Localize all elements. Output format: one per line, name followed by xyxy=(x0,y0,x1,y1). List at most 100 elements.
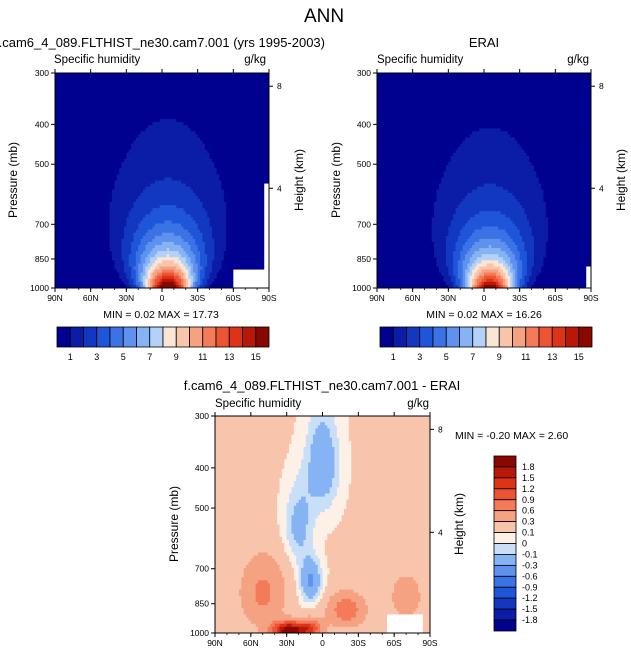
panel-obs-plot-cell xyxy=(524,211,547,215)
panel-model-y2label: Height (km) xyxy=(292,149,306,211)
panel-obs-plot-cell xyxy=(377,140,463,145)
panel-diff-plot-cell xyxy=(291,530,307,535)
panel-model-plot-cell xyxy=(183,263,189,267)
panel-model-plot-cell xyxy=(140,192,196,197)
colorbar-model-box xyxy=(69,326,84,348)
panel-obs-plot-cell xyxy=(377,229,433,234)
panel-obs-plot-cell xyxy=(510,235,523,240)
panel-diff-plot-cell xyxy=(215,484,280,488)
colorbar-obs-box xyxy=(538,326,553,348)
panel-obs-plot-cell xyxy=(474,266,480,270)
colorbar-diff-box xyxy=(493,564,517,577)
panel-model-plot-cell xyxy=(264,229,270,234)
panel-obs-plot-cell xyxy=(481,260,499,264)
panel-diff-plot-cell xyxy=(322,595,331,600)
panel-model-plot-cell xyxy=(140,238,153,243)
panel-obs-plot-cell xyxy=(533,245,547,249)
panel-diff-plot-cell xyxy=(215,549,285,553)
panel-model-plot-cell xyxy=(226,214,265,218)
panel-model-plot-cell xyxy=(164,177,172,181)
panel-diff-plot-cell xyxy=(339,465,352,470)
panel-diff-plot-cell xyxy=(274,558,290,563)
panel-model-plot-cell xyxy=(264,241,270,246)
panel-model-plot-ytick-label: 300 xyxy=(35,68,49,78)
panel-obs-plot-cell xyxy=(507,245,518,249)
panel-obs-plot-xtick-label: 60N xyxy=(405,293,421,303)
panel-diff-plot-cell xyxy=(243,571,283,575)
panel-model-plot-cell xyxy=(55,155,127,160)
panel-diff-plot-cell xyxy=(303,558,314,563)
panel-model-plot-cell xyxy=(121,241,132,246)
panel-diff-plot-cell xyxy=(243,608,283,612)
panel-diff-plot-cell xyxy=(418,589,431,594)
panel-obs-plot-cell xyxy=(453,263,459,267)
panel-model-plot-cell xyxy=(55,205,111,209)
panel-obs-plot-cell xyxy=(462,260,471,264)
panel-diff-plot-cell xyxy=(296,589,302,594)
panel-model-plot-cell xyxy=(209,275,218,280)
panel-diff-plot-cell xyxy=(215,614,247,618)
panel-diff-plot-cell xyxy=(310,623,316,628)
panel-obs-plot-cell xyxy=(514,269,518,274)
panel-diff-plot-cell xyxy=(355,611,369,615)
panel-model-plot-cell xyxy=(55,174,118,178)
panel-diff-plot-cell xyxy=(279,629,283,634)
panel-model-plot-cell xyxy=(264,238,270,243)
panel-diff-plot-cell xyxy=(289,493,311,497)
panel-diff-plot-cell xyxy=(398,611,414,615)
panel-diff-plot-cell xyxy=(348,428,431,432)
panel-model-plot-cell xyxy=(264,205,270,209)
panel-model-plot-cell xyxy=(183,122,270,126)
panel-diff-plot-cell xyxy=(215,605,242,609)
panel-diff-plot-cell xyxy=(305,440,314,445)
panel-model-plot-cell xyxy=(55,186,115,191)
panel-diff-plot-cell xyxy=(243,611,285,615)
panel-diff-plot-cell xyxy=(281,471,300,476)
panel-diff-plot-cell xyxy=(348,490,431,494)
panel-model-plot-cell xyxy=(150,275,153,280)
panel-obs-plot-cell xyxy=(377,266,440,270)
panel-diff-plot-cell xyxy=(317,564,321,569)
panel-model-plot-cell xyxy=(133,232,146,237)
panel-obs-plot-cell xyxy=(495,272,502,277)
panel-diff-plot-cell xyxy=(351,617,366,621)
panel-model-plot-cell xyxy=(162,260,175,264)
panel-obs-plot-cell xyxy=(462,281,466,286)
panel-obs-plot-cell xyxy=(517,272,523,277)
panel-model-plot-cell xyxy=(123,263,130,267)
panel-model-plot-cell xyxy=(192,278,196,283)
panel-model-plot-cell xyxy=(185,275,189,280)
panel-model-plot-cell xyxy=(55,220,111,224)
panel-obs-plot-cell xyxy=(377,155,452,160)
panel-obs-plot-cell xyxy=(453,214,475,218)
panel-diff-plot-cell xyxy=(348,422,431,426)
panel-obs-plot-xtick-label: 90S xyxy=(583,293,598,303)
panel-diff-plot-cell xyxy=(269,598,285,603)
panel-model-plot-cell xyxy=(214,238,227,243)
panel-obs-plot-cell xyxy=(486,263,494,267)
panel-diff-plot-cell xyxy=(296,474,309,479)
panel-model-plot-cell xyxy=(207,211,227,215)
panel-model-plot-cell xyxy=(142,278,146,283)
panel-diff-plot-cell xyxy=(303,456,311,460)
panel-obs-plot-cell xyxy=(517,269,523,274)
panel-model-plot-cell xyxy=(195,238,203,243)
panel-diff-plot-cell xyxy=(320,626,328,631)
panel-obs-plot-cell xyxy=(464,137,516,141)
panel-diff-plot-cell xyxy=(215,583,242,587)
panel-obs-plot-cell xyxy=(498,281,502,286)
panel-obs-plot-cell xyxy=(545,208,592,212)
panel-model-plot-cell xyxy=(181,266,187,270)
panel-obs-plot-cell xyxy=(377,106,592,111)
panel-diff-plot-cell xyxy=(267,602,285,606)
panel-diff-plot-cell xyxy=(351,598,366,603)
panel-model-plot-cell xyxy=(197,223,210,227)
panel-diff-plot-cell xyxy=(308,574,314,578)
panel-model-plot-y2tick-label: 8 xyxy=(277,81,282,91)
panel-diff-plot-cell xyxy=(250,620,273,625)
panel-diff-plot-cell xyxy=(341,518,431,522)
panel-diff-plot-cell xyxy=(322,574,328,578)
panel-model-plot-cell xyxy=(264,195,270,200)
panel-diff-plot-cell xyxy=(391,598,421,603)
panel-obs-plot-cell xyxy=(481,269,499,274)
